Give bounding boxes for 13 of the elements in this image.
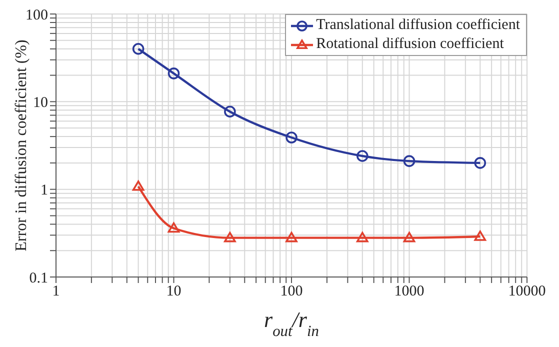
x-axis-title: r$_{out}$/r$_{in}$: [264, 307, 320, 340]
x-tick-label: 10: [166, 284, 182, 300]
y-tick-label: 0.1: [29, 270, 48, 286]
x-tick-label: 1: [52, 284, 60, 300]
x-tick-label: 100: [280, 284, 303, 300]
x-tick-label: 10000: [508, 284, 546, 300]
legend-label: Rotational diffusion coefficient: [316, 35, 504, 54]
x-tick-label: 1000: [394, 284, 424, 300]
y-tick-label: 10: [33, 94, 48, 111]
legend-label: Translational diffusion coefficient: [316, 16, 520, 35]
y-tick-label: 1: [40, 182, 48, 199]
y-axis-title: Error in diffusion coefficient (%): [13, 40, 30, 252]
y-tick-label: 100: [26, 7, 48, 24]
